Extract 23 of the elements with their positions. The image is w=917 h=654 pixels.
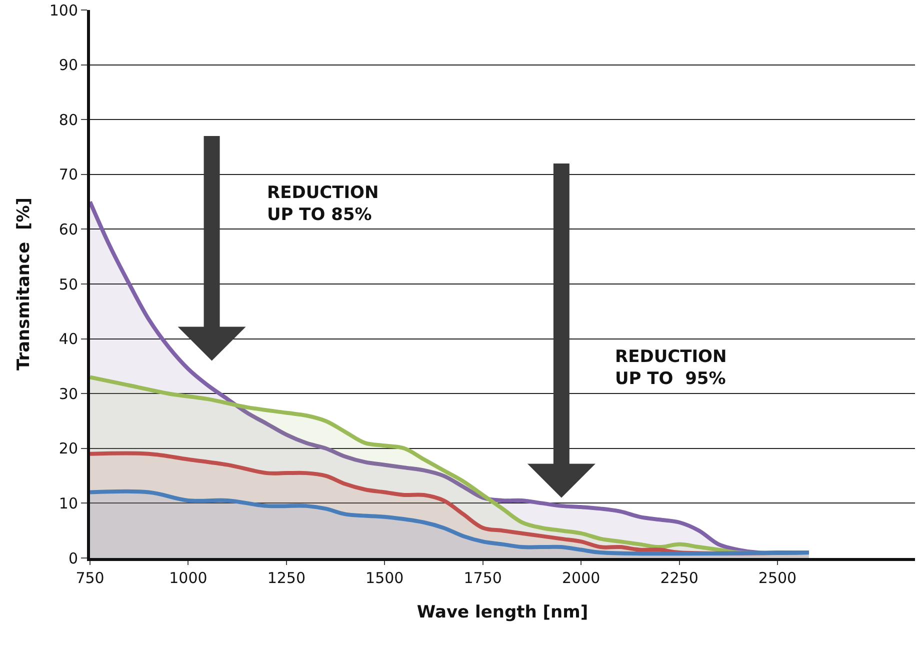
annotation: REDUCTION UP TO 85%: [267, 183, 379, 226]
y-tick-label: 40: [58, 330, 78, 348]
x-tick-label: 1750: [464, 569, 502, 587]
x-tick-label: 1000: [169, 569, 208, 587]
y-tick-label: 50: [58, 275, 78, 294]
y-axis-title: Transmitance [%]: [14, 197, 34, 371]
y-tick-label: 20: [58, 440, 78, 458]
x-tick-label: 1500: [366, 569, 404, 587]
x-tick-label: 750: [76, 569, 104, 587]
y-tick-label: 60: [58, 220, 78, 238]
y-tick-label: 80: [58, 110, 78, 129]
x-tick-label: 2250: [660, 569, 698, 587]
y-tick-label: 10: [58, 494, 78, 512]
y-tick-label: 30: [58, 384, 78, 403]
x-tick-label: 2500: [758, 569, 797, 587]
y-tick-label: 70: [58, 166, 78, 184]
y-tick-label: 100: [49, 1, 78, 20]
y-tick-label: 0: [68, 549, 78, 568]
x-axis-title: Wave length [nm]: [416, 602, 588, 622]
y-tick-label: 90: [58, 56, 78, 74]
annotation: REDUCTION UP TO 95%: [615, 347, 727, 390]
x-tick-label: 1250: [267, 569, 306, 587]
x-tick-label: 2000: [562, 569, 600, 587]
